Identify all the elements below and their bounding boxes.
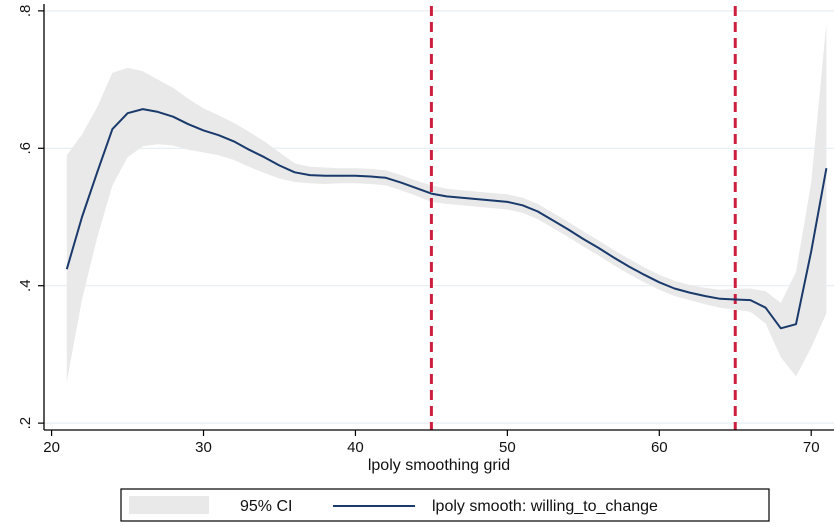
grid-lines	[44, 10, 834, 424]
x-tick-label-3: 50	[499, 439, 516, 456]
y-tick-label-3: .8	[17, 5, 34, 18]
vertical-reference-lines	[429, 6, 737, 430]
y-tick-label-0: .2	[17, 417, 34, 430]
legend: 95% CI lpoly smooth: willing_to_change	[120, 488, 770, 522]
x-tick-label-2: 40	[347, 439, 364, 456]
x-tick-label-0: 20	[43, 439, 60, 456]
x-tick-label-1: 30	[195, 439, 212, 456]
legend-label-ci: 95% CI	[240, 498, 292, 515]
axes	[38, 4, 834, 436]
y-tick-label-2: .6	[17, 142, 34, 155]
x-axis-title: lpoly smoothing grid	[368, 457, 510, 474]
legend-label-smooth: lpoly smooth: willing_to_change	[432, 498, 658, 515]
legend-swatch-ci	[129, 496, 209, 514]
x-tick-label-4: 60	[651, 439, 668, 456]
x-tick-label-5: 70	[803, 439, 820, 456]
lpoly-smooth-line	[65, 108, 828, 330]
ci-band-95	[66, 23, 827, 382]
tick-labels: 20 30 40 50 60 70 .2 .4 .6 .8	[17, 5, 820, 456]
legend-box	[120, 488, 770, 522]
y-tick-label-1: .4	[17, 279, 34, 292]
